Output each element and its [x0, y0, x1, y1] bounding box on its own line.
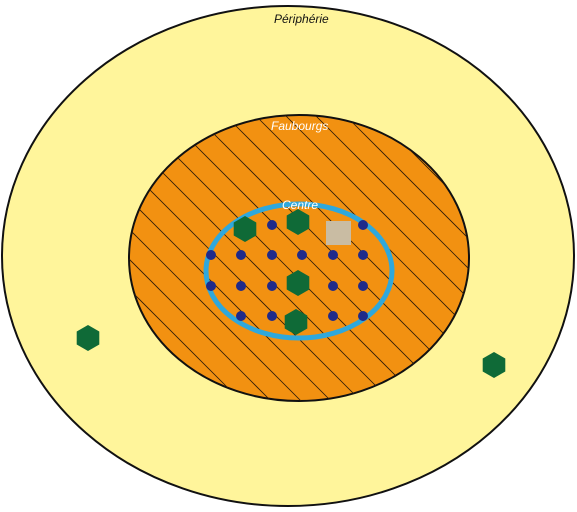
hexagon-marker: [233, 216, 257, 242]
dot-marker: [297, 250, 307, 260]
hexagon-marker: [286, 209, 310, 235]
hexagon-marker: [76, 325, 100, 351]
dot-marker: [358, 250, 368, 260]
square-marker: [326, 221, 351, 245]
dot-marker: [328, 281, 338, 291]
dot-marker: [206, 281, 216, 291]
dot-marker: [328, 250, 338, 260]
dot-marker: [236, 281, 246, 291]
hatch-line: [129, 115, 321, 401]
center-ring: [203, 201, 395, 341]
hatch-line: [129, 115, 291, 401]
hexagon-marker: [286, 270, 310, 296]
hatch-line: [329, 115, 469, 401]
hatch-line: [129, 115, 381, 401]
dot-marker: [267, 311, 277, 321]
dot-markers: [206, 220, 368, 321]
hexagon-markers: [76, 209, 506, 378]
hatch-line: [299, 115, 469, 401]
hatch-line: [359, 115, 469, 401]
dot-marker: [236, 311, 246, 321]
periphery-label: Périphérie: [274, 12, 329, 26]
hatch-line: [129, 115, 351, 401]
dot-marker: [267, 220, 277, 230]
hexagon-marker: [482, 352, 506, 378]
dot-marker: [267, 250, 277, 260]
center-label: Centre: [282, 198, 318, 212]
dot-marker: [358, 311, 368, 321]
dot-marker: [358, 220, 368, 230]
hatch-line: [269, 115, 469, 401]
hatch-line: [129, 115, 261, 401]
hexagon-marker: [284, 309, 308, 335]
dot-marker: [206, 250, 216, 260]
dot-marker: [358, 281, 368, 291]
dot-marker: [236, 250, 246, 260]
dot-marker: [328, 311, 338, 321]
hatch-line: [209, 115, 469, 401]
suburbs-label: Faubourgs: [271, 119, 328, 133]
dot-marker: [267, 281, 277, 291]
hatch-line: [239, 115, 469, 401]
